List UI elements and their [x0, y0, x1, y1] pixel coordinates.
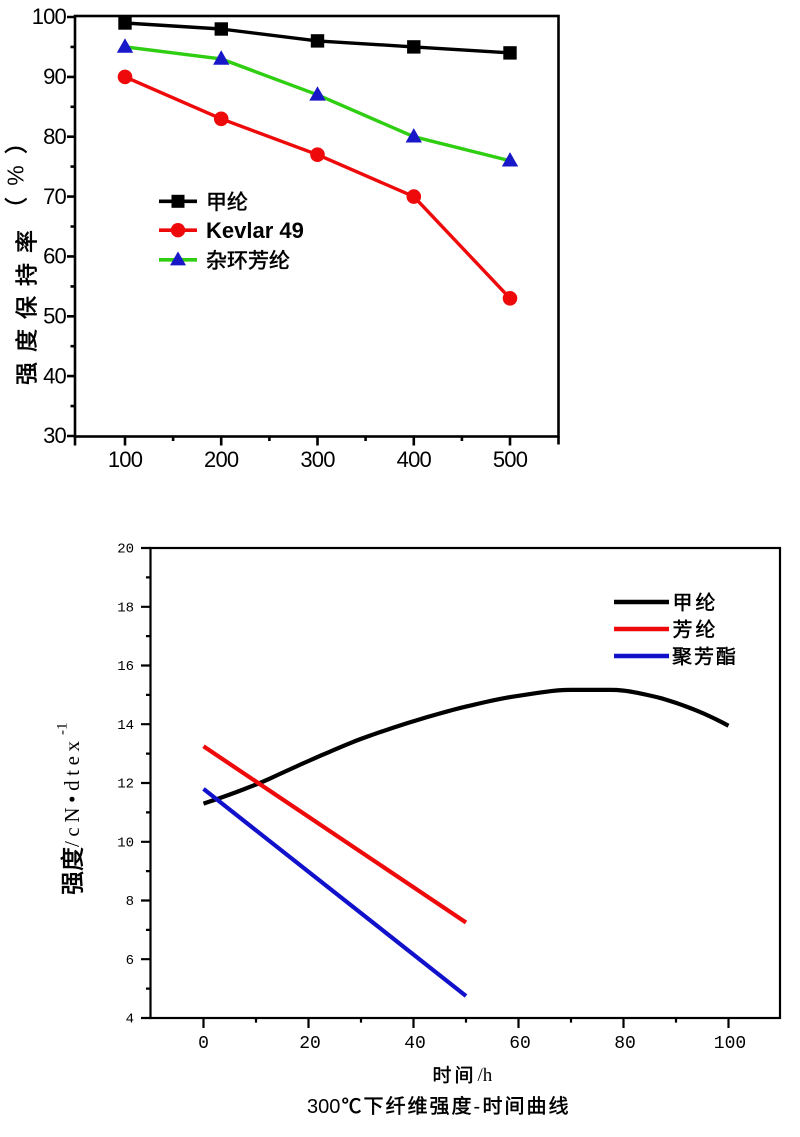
- svg-text:90: 90: [43, 64, 66, 89]
- svg-text:400: 400: [397, 447, 432, 472]
- svg-text:6: 6: [126, 953, 134, 969]
- svg-text:16: 16: [117, 659, 134, 675]
- svg-text:60: 60: [43, 244, 66, 269]
- svg-text:/h: /h: [478, 1065, 493, 1086]
- svg-text:100: 100: [714, 1034, 746, 1054]
- svg-text:10: 10: [117, 835, 134, 851]
- svg-text:200: 200: [204, 447, 239, 472]
- svg-text:300: 300: [307, 1096, 340, 1118]
- svg-text:500: 500: [493, 447, 528, 472]
- svg-text:60: 60: [509, 1034, 531, 1054]
- svg-text:20: 20: [299, 1034, 321, 1054]
- svg-text:18: 18: [117, 600, 134, 616]
- svg-text:8: 8: [126, 894, 134, 910]
- svg-text:80: 80: [614, 1034, 636, 1054]
- svg-text:20: 20: [117, 542, 134, 558]
- svg-text:14: 14: [117, 718, 134, 734]
- svg-text:12: 12: [117, 777, 134, 793]
- svg-text:-: -: [474, 1096, 481, 1118]
- svg-text:40: 40: [43, 363, 66, 388]
- svg-text:/cN•dtex: /cN•dtex: [60, 736, 84, 847]
- svg-text:50: 50: [43, 304, 66, 329]
- svg-text:300: 300: [300, 447, 335, 472]
- svg-text:Kevlar 49: Kevlar 49: [206, 218, 304, 243]
- svg-text:100: 100: [32, 4, 67, 29]
- svg-text:4: 4: [126, 1012, 134, 1028]
- svg-text:0: 0: [198, 1034, 209, 1054]
- svg-text:40: 40: [404, 1034, 426, 1054]
- svg-text:80: 80: [43, 124, 66, 149]
- svg-text:-1: -1: [55, 723, 71, 736]
- svg-text:%: %: [3, 165, 29, 185]
- svg-text:100: 100: [108, 447, 143, 472]
- svg-text:70: 70: [43, 184, 66, 209]
- svg-text:30: 30: [43, 423, 66, 448]
